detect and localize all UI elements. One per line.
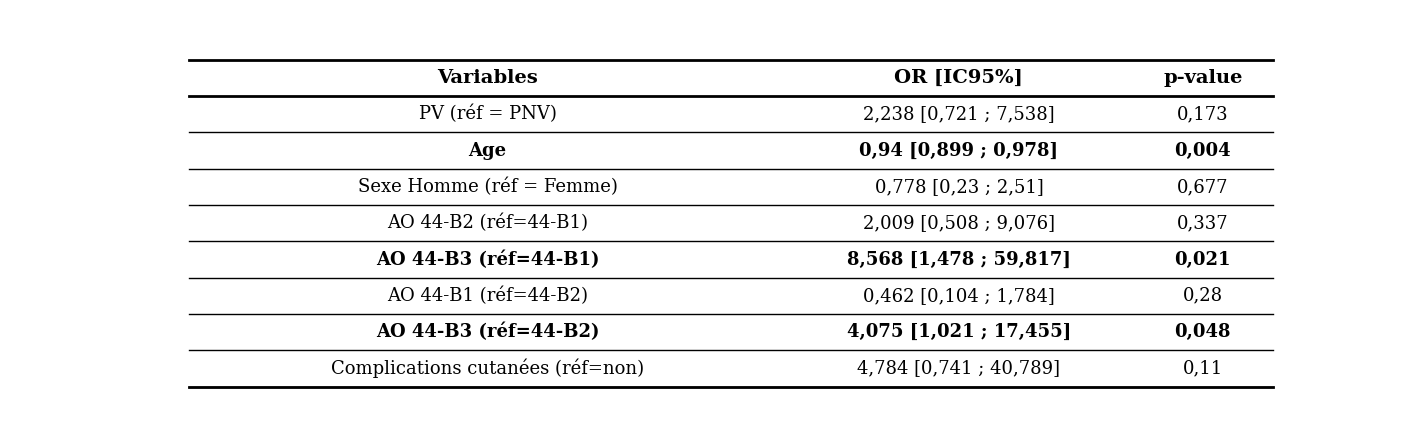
- Text: Complications cutanées (réf=non): Complications cutanées (réf=non): [331, 358, 644, 378]
- Text: 0,021: 0,021: [1174, 251, 1232, 268]
- Text: 0,337: 0,337: [1177, 214, 1229, 232]
- Text: Variables: Variables: [437, 69, 538, 87]
- Text: 4,075 [1,021 ; 17,455]: 4,075 [1,021 ; 17,455]: [846, 323, 1072, 341]
- Text: OR [IC95%]: OR [IC95%]: [895, 69, 1023, 87]
- Text: 0,173: 0,173: [1177, 105, 1229, 123]
- Text: 0,28: 0,28: [1183, 287, 1223, 305]
- Text: AO 44-B3 (réf=44-B1): AO 44-B3 (réf=44-B1): [375, 250, 599, 269]
- Text: 0,004: 0,004: [1174, 141, 1232, 160]
- Text: AO 44-B3 (réf=44-B2): AO 44-B3 (réf=44-B2): [375, 323, 599, 341]
- Text: 0,048: 0,048: [1174, 323, 1232, 341]
- Text: Sexe Homme (réf = Femme): Sexe Homme (réf = Femme): [358, 178, 618, 196]
- Text: 8,568 [1,478 ; 59,817]: 8,568 [1,478 ; 59,817]: [848, 251, 1070, 268]
- Text: 4,784 [0,741 ; 40,789]: 4,784 [0,741 ; 40,789]: [858, 359, 1060, 377]
- Text: Age: Age: [468, 141, 507, 160]
- Text: 2,009 [0,508 ; 9,076]: 2,009 [0,508 ; 9,076]: [863, 214, 1055, 232]
- Text: AO 44-B1 (réf=44-B2): AO 44-B1 (réf=44-B2): [387, 286, 588, 305]
- Text: 0,94 [0,899 ; 0,978]: 0,94 [0,899 ; 0,978]: [859, 141, 1059, 160]
- Text: PV (réf = PNV): PV (réf = PNV): [418, 105, 557, 123]
- Text: 0,11: 0,11: [1183, 359, 1223, 377]
- Text: p-value: p-value: [1163, 69, 1243, 87]
- Text: 0,778 [0,23 ; 2,51]: 0,778 [0,23 ; 2,51]: [875, 178, 1043, 196]
- Text: 0,677: 0,677: [1177, 178, 1229, 196]
- Text: AO 44-B2 (réf=44-B1): AO 44-B2 (réf=44-B1): [387, 214, 588, 232]
- Text: 2,238 [0,721 ; 7,538]: 2,238 [0,721 ; 7,538]: [863, 105, 1055, 123]
- Text: 0,462 [0,104 ; 1,784]: 0,462 [0,104 ; 1,784]: [863, 287, 1055, 305]
